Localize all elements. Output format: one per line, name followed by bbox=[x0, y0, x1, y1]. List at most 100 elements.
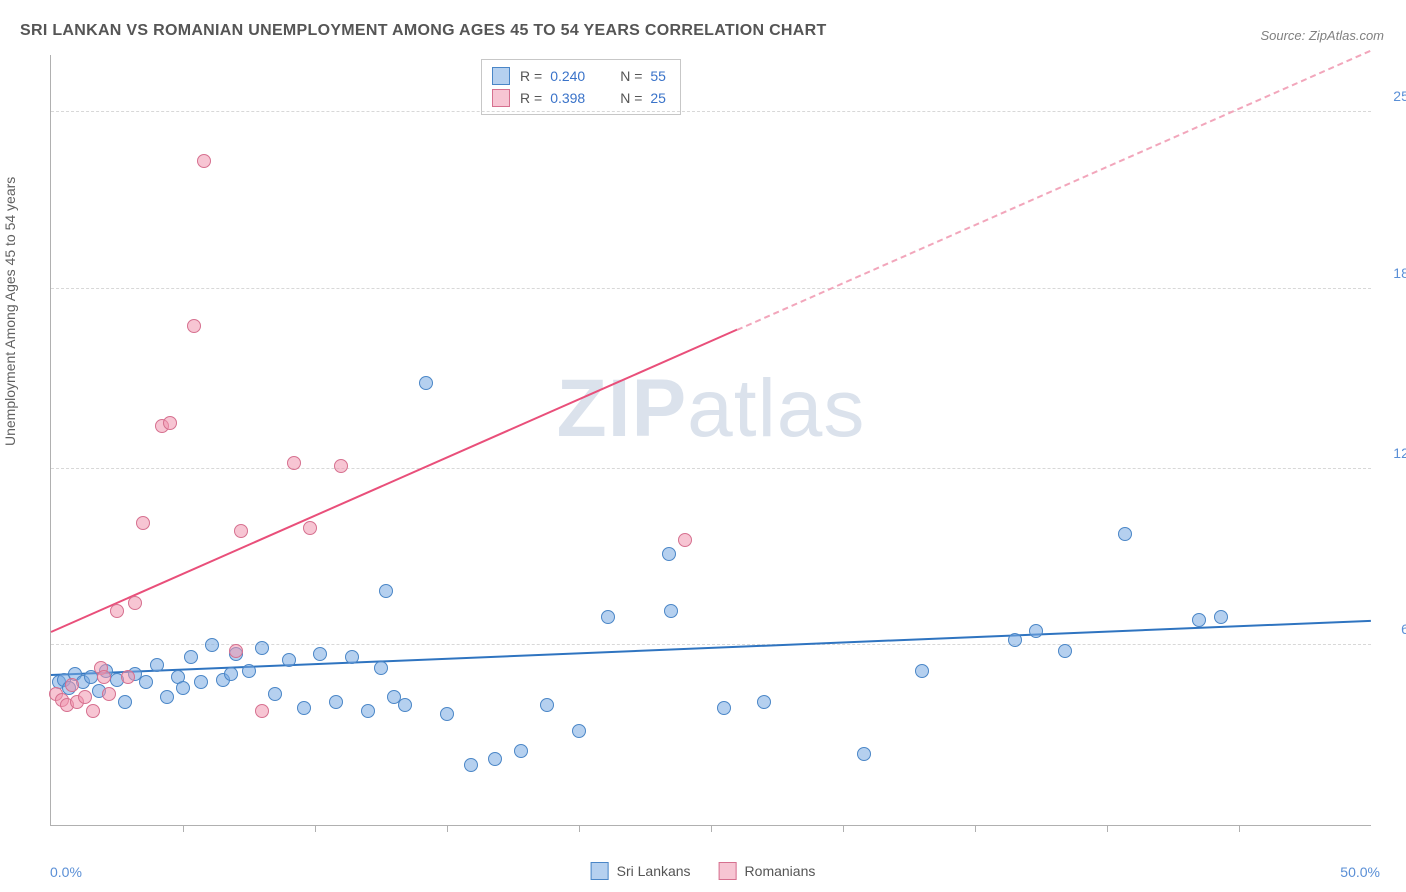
legend-row: R = 0.240 N = 55 bbox=[492, 65, 666, 87]
data-point bbox=[184, 650, 198, 664]
gridline bbox=[51, 468, 1371, 469]
n-label: N = bbox=[620, 65, 642, 87]
data-point bbox=[287, 456, 301, 470]
data-point bbox=[205, 638, 219, 652]
data-point bbox=[329, 695, 343, 709]
data-point bbox=[303, 521, 317, 535]
legend-swatch bbox=[492, 89, 510, 107]
x-tick bbox=[711, 825, 712, 832]
data-point bbox=[313, 647, 327, 661]
data-point bbox=[229, 644, 243, 658]
data-point bbox=[121, 670, 135, 684]
x-tick bbox=[843, 825, 844, 832]
gridline bbox=[51, 288, 1371, 289]
data-point bbox=[374, 661, 388, 675]
data-point bbox=[419, 376, 433, 390]
correlation-legend: R = 0.240 N = 55 R = 0.398 N = 25 bbox=[481, 59, 681, 115]
legend-swatch bbox=[719, 862, 737, 880]
r-label: R = bbox=[520, 87, 542, 109]
data-point bbox=[194, 675, 208, 689]
data-point bbox=[717, 701, 731, 715]
watermark-atlas: atlas bbox=[687, 363, 865, 454]
data-point bbox=[128, 596, 142, 610]
trend-line bbox=[51, 329, 738, 633]
x-tick bbox=[183, 825, 184, 832]
y-tick-label: 18.8% bbox=[1393, 265, 1406, 281]
x-axis-min-label: 0.0% bbox=[50, 864, 82, 880]
data-point bbox=[662, 547, 676, 561]
data-point bbox=[440, 707, 454, 721]
data-point bbox=[136, 516, 150, 530]
n-value: 25 bbox=[650, 87, 666, 109]
x-axis-max-label: 50.0% bbox=[1340, 864, 1380, 880]
data-point bbox=[255, 641, 269, 655]
data-point bbox=[345, 650, 359, 664]
data-point bbox=[361, 704, 375, 718]
x-tick bbox=[1239, 825, 1240, 832]
data-point bbox=[334, 459, 348, 473]
y-tick-label: 25.0% bbox=[1393, 88, 1406, 104]
y-tick-label: 12.5% bbox=[1393, 445, 1406, 461]
data-point bbox=[514, 744, 528, 758]
data-point bbox=[1058, 644, 1072, 658]
data-point bbox=[224, 667, 238, 681]
legend-item: Sri Lankans bbox=[591, 862, 691, 880]
data-point bbox=[1118, 527, 1132, 541]
data-point bbox=[1008, 633, 1022, 647]
legend-swatch bbox=[591, 862, 609, 880]
y-tick-label: 6.3% bbox=[1401, 621, 1406, 637]
r-value: 0.398 bbox=[550, 87, 598, 109]
watermark-zip: ZIP bbox=[557, 363, 688, 454]
data-point bbox=[139, 675, 153, 689]
legend-swatch bbox=[492, 67, 510, 85]
data-point bbox=[678, 533, 692, 547]
source-label: Source: ZipAtlas.com bbox=[1260, 28, 1384, 43]
series-legend: Sri LankansRomanians bbox=[591, 862, 816, 880]
data-point bbox=[234, 524, 248, 538]
data-point bbox=[118, 695, 132, 709]
data-point bbox=[187, 319, 201, 333]
data-point bbox=[857, 747, 871, 761]
data-point bbox=[1192, 613, 1206, 627]
data-point bbox=[150, 658, 164, 672]
x-tick bbox=[447, 825, 448, 832]
y-axis-label: Unemployment Among Ages 45 to 54 years bbox=[2, 177, 18, 446]
data-point bbox=[464, 758, 478, 772]
data-point bbox=[379, 584, 393, 598]
data-point bbox=[268, 687, 282, 701]
legend-row: R = 0.398 N = 25 bbox=[492, 87, 666, 109]
data-point bbox=[297, 701, 311, 715]
data-point bbox=[915, 664, 929, 678]
r-label: R = bbox=[520, 65, 542, 87]
data-point bbox=[176, 681, 190, 695]
x-tick bbox=[315, 825, 316, 832]
chart-title: SRI LANKAN VS ROMANIAN UNEMPLOYMENT AMON… bbox=[20, 22, 827, 40]
data-point bbox=[488, 752, 502, 766]
data-point bbox=[540, 698, 554, 712]
data-point bbox=[197, 154, 211, 168]
data-point bbox=[572, 724, 586, 738]
data-point bbox=[387, 690, 401, 704]
data-point bbox=[86, 704, 100, 718]
data-point bbox=[757, 695, 771, 709]
n-label: N = bbox=[620, 87, 642, 109]
data-point bbox=[65, 678, 79, 692]
data-point bbox=[163, 416, 177, 430]
x-tick bbox=[975, 825, 976, 832]
plot-area: ZIPatlas R =0.240N =55R =0.398N =25 6.3%… bbox=[50, 55, 1371, 826]
x-tick bbox=[1107, 825, 1108, 832]
x-tick bbox=[579, 825, 580, 832]
gridline bbox=[51, 644, 1371, 645]
data-point bbox=[110, 604, 124, 618]
watermark: ZIPatlas bbox=[557, 362, 866, 456]
data-point bbox=[78, 690, 92, 704]
data-point bbox=[242, 664, 256, 678]
r-value: 0.240 bbox=[550, 65, 598, 87]
n-value: 55 bbox=[650, 65, 666, 87]
data-point bbox=[1029, 624, 1043, 638]
gridline bbox=[51, 111, 1371, 112]
data-point bbox=[102, 687, 116, 701]
legend-label: Sri Lankans bbox=[617, 863, 691, 879]
data-point bbox=[1214, 610, 1228, 624]
data-point bbox=[601, 610, 615, 624]
